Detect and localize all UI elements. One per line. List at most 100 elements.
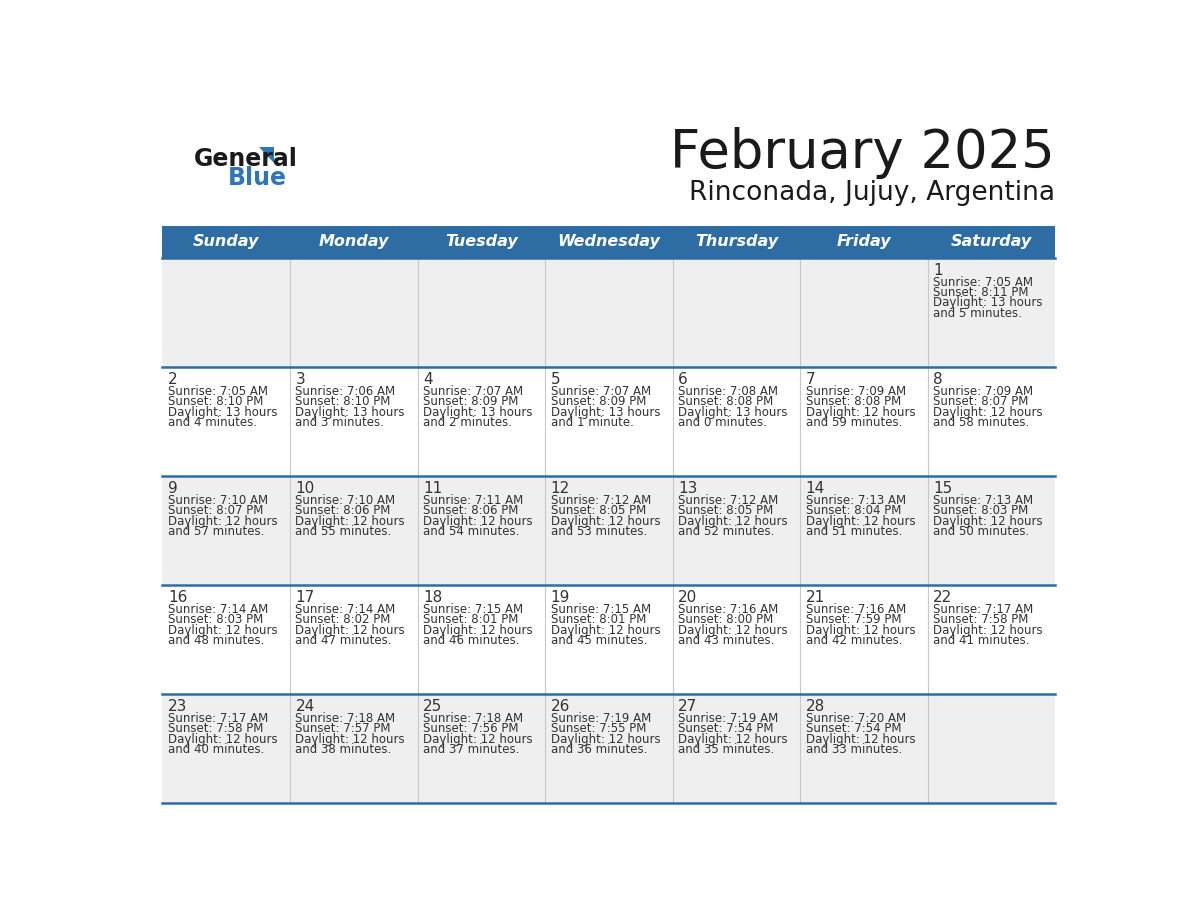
Text: and 58 minutes.: and 58 minutes. xyxy=(933,416,1029,429)
Text: and 37 minutes.: and 37 minutes. xyxy=(423,743,519,756)
Text: Daylight: 12 hours: Daylight: 12 hours xyxy=(678,623,788,636)
Text: Daylight: 12 hours: Daylight: 12 hours xyxy=(805,733,915,745)
Text: Monday: Monday xyxy=(318,234,388,250)
Text: Sunset: 7:57 PM: Sunset: 7:57 PM xyxy=(296,722,391,735)
Text: Sunset: 8:01 PM: Sunset: 8:01 PM xyxy=(423,613,518,626)
Text: Daylight: 12 hours: Daylight: 12 hours xyxy=(168,623,278,636)
Text: Sunset: 8:05 PM: Sunset: 8:05 PM xyxy=(678,504,773,517)
Text: 26: 26 xyxy=(550,699,570,714)
Text: Sunrise: 7:05 AM: Sunrise: 7:05 AM xyxy=(168,385,267,397)
Text: 18: 18 xyxy=(423,589,442,605)
Text: 15: 15 xyxy=(933,481,953,496)
Text: Daylight: 12 hours: Daylight: 12 hours xyxy=(933,515,1043,528)
Text: and 45 minutes.: and 45 minutes. xyxy=(550,634,647,647)
Text: Sunrise: 7:17 AM: Sunrise: 7:17 AM xyxy=(933,603,1034,616)
Text: Daylight: 13 hours: Daylight: 13 hours xyxy=(296,406,405,419)
Text: and 46 minutes.: and 46 minutes. xyxy=(423,634,519,647)
Text: Sunset: 8:05 PM: Sunset: 8:05 PM xyxy=(550,504,646,517)
Text: Sunset: 8:04 PM: Sunset: 8:04 PM xyxy=(805,504,901,517)
Text: Sunset: 8:08 PM: Sunset: 8:08 PM xyxy=(678,395,773,409)
Text: 23: 23 xyxy=(168,699,188,714)
Text: Sunset: 7:56 PM: Sunset: 7:56 PM xyxy=(423,722,518,735)
Text: and 57 minutes.: and 57 minutes. xyxy=(168,525,264,538)
Text: Sunset: 8:03 PM: Sunset: 8:03 PM xyxy=(933,504,1029,517)
Bar xyxy=(163,226,1055,258)
Text: General: General xyxy=(194,147,297,171)
Text: Daylight: 13 hours: Daylight: 13 hours xyxy=(678,406,788,419)
Text: Sunrise: 7:14 AM: Sunrise: 7:14 AM xyxy=(296,603,396,616)
Text: Sunset: 7:59 PM: Sunset: 7:59 PM xyxy=(805,613,901,626)
Text: Daylight: 12 hours: Daylight: 12 hours xyxy=(423,733,532,745)
Text: 20: 20 xyxy=(678,589,697,605)
Text: 25: 25 xyxy=(423,699,442,714)
Text: 28: 28 xyxy=(805,699,824,714)
Text: Daylight: 12 hours: Daylight: 12 hours xyxy=(550,623,661,636)
Text: Daylight: 13 hours: Daylight: 13 hours xyxy=(168,406,277,419)
Text: 4: 4 xyxy=(423,372,432,386)
Text: and 38 minutes.: and 38 minutes. xyxy=(296,743,392,756)
Bar xyxy=(163,367,1055,476)
Text: Sunrise: 7:18 AM: Sunrise: 7:18 AM xyxy=(423,711,523,725)
Text: and 4 minutes.: and 4 minutes. xyxy=(168,416,257,429)
Text: Daylight: 12 hours: Daylight: 12 hours xyxy=(678,733,788,745)
Text: Daylight: 12 hours: Daylight: 12 hours xyxy=(296,623,405,636)
Text: Blue: Blue xyxy=(228,165,286,190)
Text: Sunset: 7:54 PM: Sunset: 7:54 PM xyxy=(678,722,773,735)
Text: 10: 10 xyxy=(296,481,315,496)
Bar xyxy=(163,585,1055,694)
Text: 14: 14 xyxy=(805,481,824,496)
Text: Sunrise: 7:12 AM: Sunrise: 7:12 AM xyxy=(550,494,651,507)
Text: and 2 minutes.: and 2 minutes. xyxy=(423,416,512,429)
Text: Sunrise: 7:13 AM: Sunrise: 7:13 AM xyxy=(805,494,905,507)
Text: Sunset: 8:11 PM: Sunset: 8:11 PM xyxy=(933,286,1029,299)
Bar xyxy=(163,694,1055,803)
Text: February 2025: February 2025 xyxy=(670,127,1055,178)
Text: Sunrise: 7:16 AM: Sunrise: 7:16 AM xyxy=(805,603,905,616)
Text: Wednesday: Wednesday xyxy=(557,234,661,250)
Text: Sunset: 8:07 PM: Sunset: 8:07 PM xyxy=(168,504,264,517)
Text: 7: 7 xyxy=(805,372,815,386)
Text: Daylight: 12 hours: Daylight: 12 hours xyxy=(805,623,915,636)
Text: Daylight: 13 hours: Daylight: 13 hours xyxy=(423,406,532,419)
Text: Daylight: 12 hours: Daylight: 12 hours xyxy=(805,406,915,419)
Text: Daylight: 12 hours: Daylight: 12 hours xyxy=(296,733,405,745)
Bar xyxy=(163,476,1055,585)
Text: Sunrise: 7:09 AM: Sunrise: 7:09 AM xyxy=(805,385,905,397)
Text: 22: 22 xyxy=(933,589,953,605)
Text: and 33 minutes.: and 33 minutes. xyxy=(805,743,902,756)
Text: Sunrise: 7:15 AM: Sunrise: 7:15 AM xyxy=(550,603,651,616)
Text: Sunrise: 7:18 AM: Sunrise: 7:18 AM xyxy=(296,711,396,725)
Text: 17: 17 xyxy=(296,589,315,605)
Text: and 48 minutes.: and 48 minutes. xyxy=(168,634,264,647)
Text: Daylight: 12 hours: Daylight: 12 hours xyxy=(678,515,788,528)
Text: and 40 minutes.: and 40 minutes. xyxy=(168,743,264,756)
Text: 9: 9 xyxy=(168,481,178,496)
Text: and 50 minutes.: and 50 minutes. xyxy=(933,525,1029,538)
Text: Sunrise: 7:20 AM: Sunrise: 7:20 AM xyxy=(805,711,905,725)
Text: Sunset: 8:06 PM: Sunset: 8:06 PM xyxy=(296,504,391,517)
Bar xyxy=(163,258,1055,367)
Text: Rinconada, Jujuy, Argentina: Rinconada, Jujuy, Argentina xyxy=(689,180,1055,207)
Text: Sunrise: 7:11 AM: Sunrise: 7:11 AM xyxy=(423,494,523,507)
Text: Sunrise: 7:13 AM: Sunrise: 7:13 AM xyxy=(933,494,1034,507)
Text: Daylight: 12 hours: Daylight: 12 hours xyxy=(550,733,661,745)
Text: Sunrise: 7:10 AM: Sunrise: 7:10 AM xyxy=(168,494,268,507)
Text: Daylight: 12 hours: Daylight: 12 hours xyxy=(296,515,405,528)
Text: and 35 minutes.: and 35 minutes. xyxy=(678,743,775,756)
Text: Tuesday: Tuesday xyxy=(446,234,518,250)
Text: and 51 minutes.: and 51 minutes. xyxy=(805,525,902,538)
Text: Daylight: 12 hours: Daylight: 12 hours xyxy=(168,515,278,528)
Text: 12: 12 xyxy=(550,481,570,496)
Text: Sunset: 7:58 PM: Sunset: 7:58 PM xyxy=(168,722,264,735)
Text: 11: 11 xyxy=(423,481,442,496)
Text: and 42 minutes.: and 42 minutes. xyxy=(805,634,902,647)
Text: and 1 minute.: and 1 minute. xyxy=(550,416,633,429)
Text: Sunset: 8:09 PM: Sunset: 8:09 PM xyxy=(550,395,646,409)
Text: Sunrise: 7:07 AM: Sunrise: 7:07 AM xyxy=(550,385,651,397)
Text: and 5 minutes.: and 5 minutes. xyxy=(933,307,1022,319)
Text: 21: 21 xyxy=(805,589,824,605)
Text: and 43 minutes.: and 43 minutes. xyxy=(678,634,775,647)
Text: Sunrise: 7:17 AM: Sunrise: 7:17 AM xyxy=(168,711,268,725)
Text: 5: 5 xyxy=(550,372,560,386)
Text: Sunrise: 7:14 AM: Sunrise: 7:14 AM xyxy=(168,603,268,616)
